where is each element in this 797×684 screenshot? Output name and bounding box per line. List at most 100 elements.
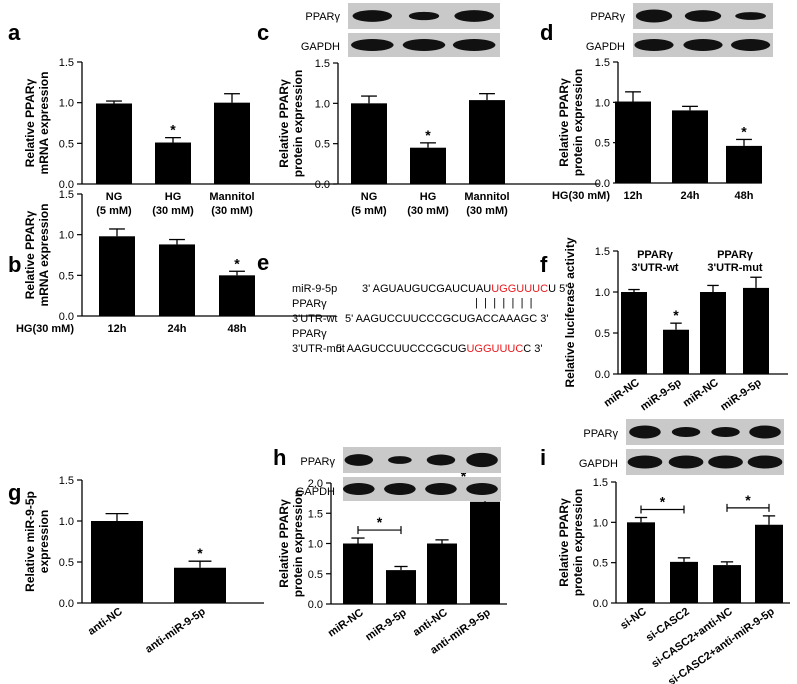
y-axis-label: Relative PPARγprotein expression (557, 489, 585, 596)
blot-band (747, 455, 783, 469)
bar (469, 100, 505, 184)
bar (621, 292, 647, 374)
significance-star: * (170, 122, 176, 138)
category-label: NG (361, 191, 378, 203)
y-tick-label: 1.0 (595, 97, 610, 109)
blot-h-gapdh (343, 477, 501, 501)
base-pairing: | | | | | | | (475, 297, 534, 309)
category-label: si-NC (618, 606, 648, 632)
blot-band (388, 456, 412, 464)
blot-band (684, 10, 722, 22)
blot-label-pparg: PPARγ (590, 11, 625, 23)
y-axis-label-line: mRNA expression (37, 204, 51, 307)
category-label: 12h (624, 190, 643, 202)
group-label: 3'UTR-wt (631, 262, 679, 274)
blot-band (402, 39, 446, 51)
blot-band (731, 39, 771, 51)
y-tick-label: 1.0 (308, 539, 323, 551)
category-prefix: HG(30 mM) (552, 190, 610, 202)
blot-label-pparg: PPARγ (583, 428, 618, 440)
blot-i-pparg (626, 419, 784, 445)
blot-band (452, 39, 496, 51)
bar (743, 287, 769, 374)
bar (470, 501, 500, 604)
panel-label-h: h (273, 445, 286, 470)
blot-band (384, 483, 416, 495)
y-axis-label-line: Relative luciferase activity (563, 237, 577, 387)
significance-star: * (377, 514, 383, 530)
blot-label-pparg: PPARγ (300, 456, 335, 468)
bar (219, 275, 255, 316)
panel-label-b: b (8, 252, 21, 277)
y-axis-label: Relative luciferase activity (563, 237, 577, 387)
blot-band (343, 483, 375, 495)
category-label: anti-NC (86, 606, 125, 638)
panel-i: i 0.0 0.5 1.0 1.5 Relative PPARγprotein expre… (540, 445, 790, 684)
y-tick-label: 0.5 (315, 139, 330, 151)
y-tick-label: 1.0 (593, 517, 608, 529)
blot-band (408, 11, 440, 21)
blot-d-pparg (633, 3, 773, 29)
category-label: HG (420, 191, 437, 203)
y-tick-label: 0.0 (59, 598, 74, 610)
panel-label-i: i (540, 445, 546, 470)
blot-band (351, 39, 394, 51)
bar (343, 543, 373, 604)
panel-label-c: c (257, 20, 269, 45)
blot-label-gapdh: GAPDH (579, 458, 618, 470)
sequence-name: 3'UTR-mut (292, 343, 345, 355)
y-tick-label: 0.5 (59, 557, 74, 569)
significance-star: * (745, 492, 751, 508)
y-axis-label-line: Relative PPARγ (277, 499, 291, 588)
sequence: 5' AAGUCCUUCCCGCUGUGGUUUCC 3' (336, 343, 543, 355)
y-axis-label-line: Relative PPARγ (23, 78, 37, 167)
y-tick-label: 1.5 (308, 508, 323, 520)
blot-band (671, 427, 701, 437)
blot-band (344, 454, 374, 466)
significance-star: * (197, 545, 203, 561)
blot-band (629, 425, 661, 439)
y-tick-label: 0.0 (593, 598, 608, 610)
sequence-highlight: UGGUUUC (491, 283, 548, 295)
sequence-part: 3' AGUAUGUCGAUCUAU (362, 283, 491, 295)
blot-band (634, 39, 674, 51)
sequence-name: 3'UTR-wt (292, 313, 338, 325)
category-label: anti-miR-9-5p (143, 605, 208, 655)
y-axis-label: Relative PPARγprotein expression (277, 490, 305, 597)
bar (726, 145, 762, 183)
significance-star: * (660, 493, 666, 509)
y-axis-label-line: Relative PPARγ (557, 498, 571, 587)
bar (427, 543, 457, 604)
category-label: NG (106, 191, 123, 203)
sequence: 5' AAGUCCUUCCCGCUGACCAAAGC 3' (345, 313, 548, 325)
sequence-name: PPARγ (292, 328, 327, 340)
category-label: miR-NC (326, 607, 366, 640)
blot-label-pparg: PPARγ (305, 11, 340, 23)
bar (155, 142, 191, 184)
significance-star: * (234, 255, 240, 271)
y-axis-label-line: expression (37, 510, 51, 573)
blot-i-gapdh (626, 449, 784, 475)
panel-b: b 0.0 0.5 1.0 1.5 Relative PPARγmRNA expressi… (8, 189, 335, 335)
blot-label-gapdh: GAPDH (296, 486, 335, 498)
category-label: (30 mM) (407, 205, 449, 217)
blot-band (466, 452, 498, 468)
blot-band (668, 455, 704, 469)
bar (627, 522, 655, 603)
category-label: (30 mM) (211, 205, 253, 217)
y-axis-label: Relative miR-9-5pexpression (23, 491, 51, 592)
category-label: 24h (681, 190, 700, 202)
category-label: anti-NC (411, 607, 450, 639)
y-tick-label: 1.0 (315, 98, 330, 110)
bar (351, 103, 387, 184)
y-axis-label-line: Relative PPARγ (23, 210, 37, 299)
sequence-part: C 3' (523, 343, 542, 355)
y-tick-label: 1.5 (593, 477, 608, 489)
category-label: (5 mM) (96, 205, 132, 217)
bar (159, 244, 195, 316)
significance-star: * (461, 468, 467, 484)
category-label: (30 mM) (152, 205, 194, 217)
